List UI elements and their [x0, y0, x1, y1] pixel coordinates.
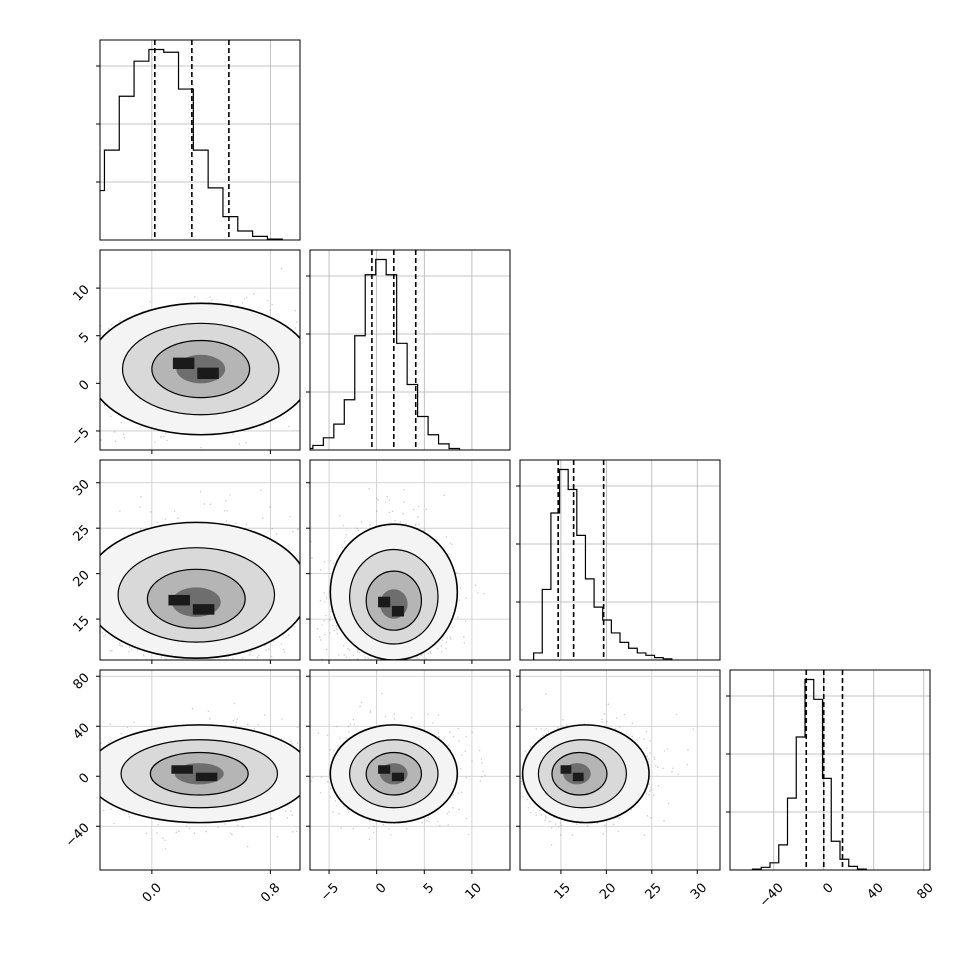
density-core-1 — [192, 604, 215, 615]
x-tick-label-0-1: 0.0 — [140, 880, 165, 905]
scatter-panel-3-2 — [516, 669, 721, 874]
x-tick-label-3-3: 80 — [914, 880, 936, 902]
histogram-step-3 — [751, 678, 867, 870]
scatter-panel-3-1 — [306, 669, 511, 874]
x-tick-label-3-1: 0 — [820, 880, 836, 896]
density-core-1 — [391, 772, 405, 782]
scatter-area — [520, 670, 720, 870]
y-tick-label-2-2: 25 — [71, 522, 93, 544]
y-tick-label-3-2: 40 — [71, 720, 93, 742]
panel-frame — [99, 669, 301, 871]
density-core-1 — [197, 367, 219, 380]
x-tick-label-2-1: 20 — [597, 880, 619, 902]
hist-panel-1 — [306, 249, 511, 451]
scatter-panel-2-0 — [96, 459, 301, 664]
y-tick-label-2-0: 15 — [71, 613, 93, 635]
panel-frame — [309, 459, 511, 661]
y-tick-label-3-3: 80 — [71, 670, 93, 692]
x-tick-label-3-0: −40 — [757, 880, 787, 910]
hist-panel-0 — [96, 39, 301, 241]
density-core-0 — [168, 594, 190, 606]
density-core-0 — [378, 765, 391, 774]
x-tick-label-1-3: 10 — [463, 880, 485, 902]
scatter-panel-1-0 — [96, 249, 301, 454]
density-core-0 — [172, 357, 195, 370]
density-core-0 — [560, 765, 572, 774]
x-tick-label-1-0: −5 — [318, 880, 342, 904]
x-tick-label-0-2: 0.8 — [258, 880, 283, 905]
panel-frame — [309, 669, 511, 871]
scatter-panel-3-0 — [96, 669, 301, 874]
y-tick-label-3-0: −40 — [63, 820, 93, 850]
panel-frame — [309, 249, 511, 451]
y-tick-label-1-3: 10 — [71, 282, 93, 304]
scatter-area — [100, 250, 300, 450]
panel-frame — [99, 459, 301, 661]
density-core-1 — [391, 605, 405, 617]
density-core-1 — [195, 772, 218, 782]
panel-frame — [99, 249, 301, 451]
y-tick-label-2-3: 30 — [71, 477, 93, 499]
x-tick-label-2-3: 30 — [688, 880, 710, 902]
scatter-area — [310, 460, 510, 660]
y-tick-label-3-1: 0 — [76, 770, 92, 786]
panel-frame — [519, 459, 721, 661]
scatter-area — [310, 670, 510, 870]
histogram-step-2 — [533, 468, 673, 660]
hist-panel-3 — [726, 669, 931, 871]
density-core-0 — [378, 596, 391, 608]
panel-frame — [729, 669, 931, 871]
hist-panel-2 — [516, 459, 721, 661]
scatter-panel-2-1 — [306, 459, 511, 664]
x-tick-label-2-0: 15 — [552, 880, 574, 902]
histogram-step-0 — [100, 48, 283, 240]
x-tick-label-3-2: 40 — [864, 880, 886, 902]
x-tick-label-1-1: 0 — [373, 880, 389, 896]
panel-frame — [519, 669, 721, 871]
scatter-area — [100, 670, 300, 870]
density-core-1 — [572, 772, 584, 782]
y-tick-label-1-1: 0 — [76, 378, 92, 394]
y-tick-label-1-0: −5 — [69, 425, 93, 449]
y-tick-label-2-1: 20 — [71, 568, 93, 590]
y-tick-label-1-2: 5 — [76, 330, 92, 346]
histogram-step-1 — [310, 258, 461, 450]
x-tick-label-2-2: 25 — [643, 880, 665, 902]
scatter-area — [100, 460, 300, 660]
x-tick-label-1-2: 5 — [421, 880, 437, 896]
panel-frame — [99, 39, 301, 241]
density-core-0 — [171, 765, 193, 774]
